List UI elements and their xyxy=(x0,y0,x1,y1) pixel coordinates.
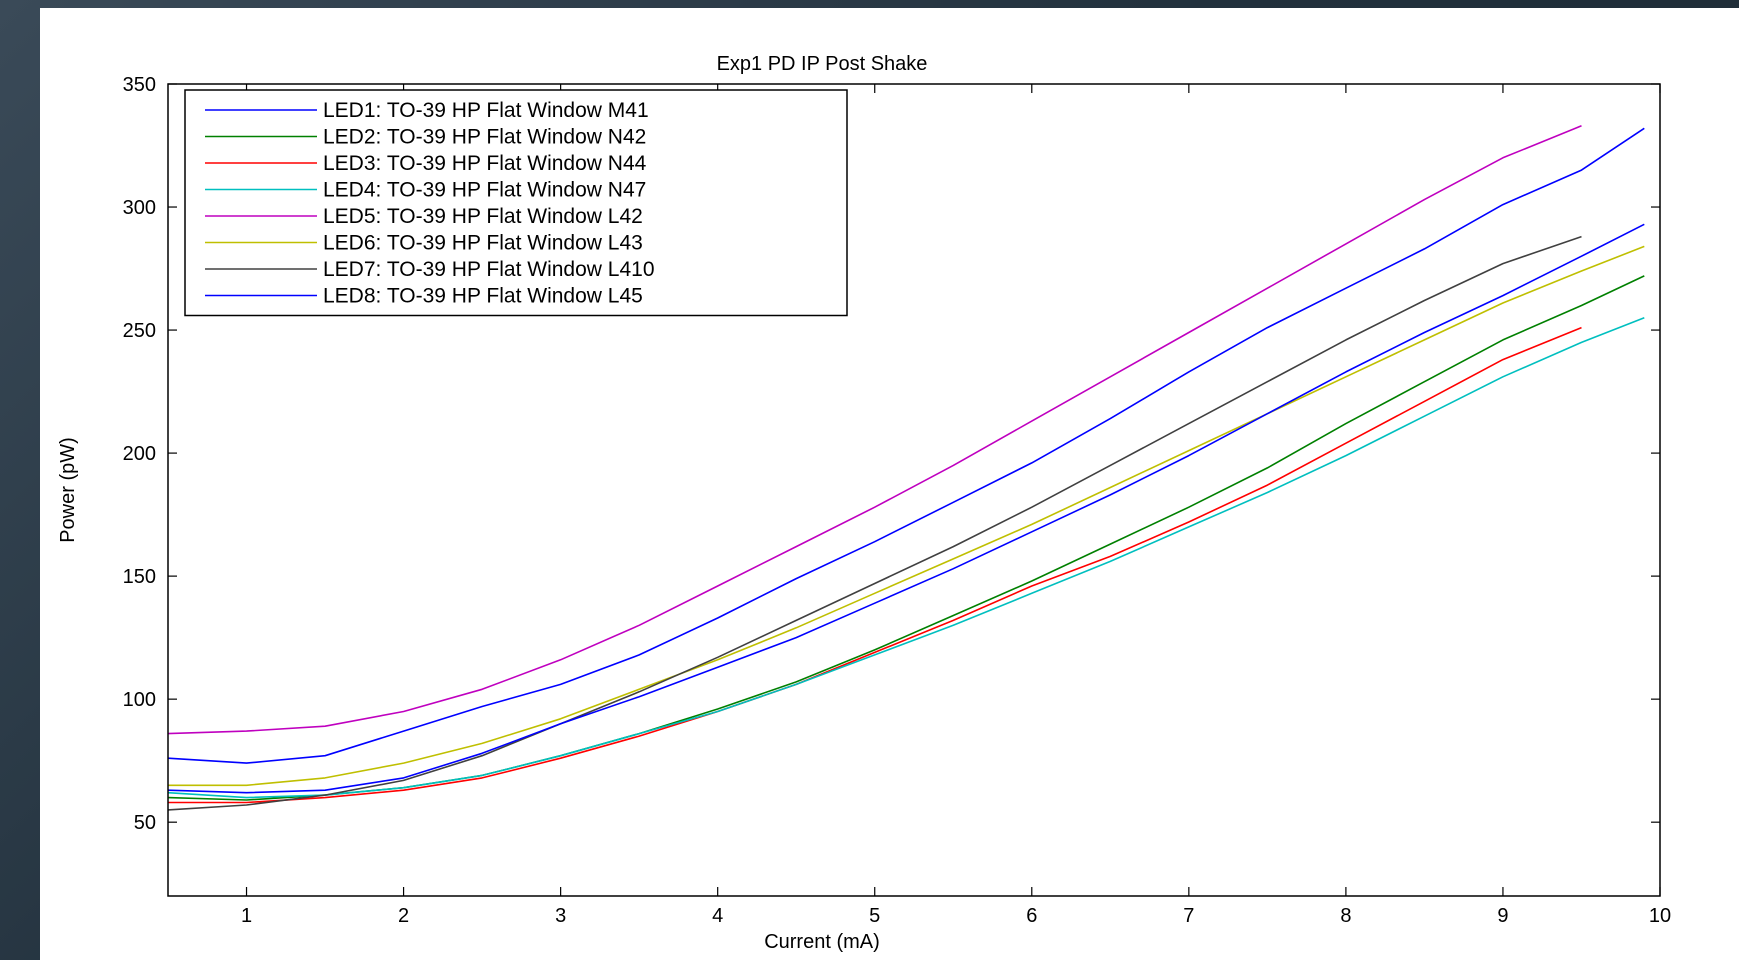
y-tick-label: 100 xyxy=(123,689,156,711)
ticks: 1 2 3 4 5 6 7 8 9 10 50 100 150 200 250 300 350 xyxy=(123,74,1672,927)
x-tick-label: 1 xyxy=(241,905,252,927)
x-axis-label: Current (mA) xyxy=(764,931,880,953)
y-tick-label: 350 xyxy=(123,74,156,96)
y-tick-label: 50 xyxy=(134,812,156,834)
series-line-led5 xyxy=(167,125,1582,735)
legend-item-label: LED3: TO-39 HP Flat Window N44 xyxy=(323,152,647,175)
legend-item-label: LED5: TO-39 HP Flat Window L42 xyxy=(323,205,643,228)
x-tick-label: 10 xyxy=(1649,905,1671,927)
y-tick-label: 250 xyxy=(123,320,156,342)
legend-item-label: LED7: TO-39 HP Flat Window L410 xyxy=(323,258,655,281)
legend-item-label: LED2: TO-39 HP Flat Window N42 xyxy=(323,126,646,149)
x-tick-label: 6 xyxy=(1026,905,1037,927)
legend-item-label: LED4: TO-39 HP Flat Window N47 xyxy=(323,179,646,202)
x-tick-label: 5 xyxy=(869,905,880,927)
series-line-led7 xyxy=(167,235,1582,811)
figure: 1 2 3 4 5 6 7 8 9 10 50 100 150 200 250 300 350 Exp1 PD … xyxy=(40,8,1739,960)
line-chart: 1 2 3 4 5 6 7 8 9 10 50 100 150 200 250 300 350 Exp1 PD … xyxy=(57,53,1672,953)
chart-title: Exp1 PD IP Post Shake xyxy=(717,53,928,75)
y-tick-label: 150 xyxy=(123,566,156,588)
y-axis-label: Power (pW) xyxy=(57,437,79,543)
x-tick-label: 2 xyxy=(398,905,409,927)
y-tick-label: 200 xyxy=(123,443,156,465)
legend: LED1: TO-39 HP Flat Window M41 LED2: TO-3… xyxy=(184,89,848,317)
series-line-led3 xyxy=(168,326,1582,804)
x-tick-label: 8 xyxy=(1340,905,1351,927)
series-line-led4 xyxy=(167,317,1645,799)
series-line-led6 xyxy=(168,245,1645,787)
y-tick-label: 300 xyxy=(123,197,156,219)
x-tick-label: 7 xyxy=(1183,905,1194,927)
x-tick-label: 3 xyxy=(555,905,566,927)
legend-item-label: LED1: TO-39 HP Flat Window M41 xyxy=(323,99,649,122)
series-line-led8 xyxy=(167,223,1645,794)
x-tick-label: 4 xyxy=(712,905,723,927)
x-tick-label: 9 xyxy=(1497,905,1508,927)
axes-frame xyxy=(167,83,1661,897)
legend-item-label: LED6: TO-39 HP Flat Window L43 xyxy=(323,232,643,255)
series-line-led1 xyxy=(167,127,1645,764)
series-layer xyxy=(167,125,1645,811)
legend-box xyxy=(184,89,848,317)
legend-item-label: LED8: TO-39 HP Flat Window L45 xyxy=(323,285,643,308)
